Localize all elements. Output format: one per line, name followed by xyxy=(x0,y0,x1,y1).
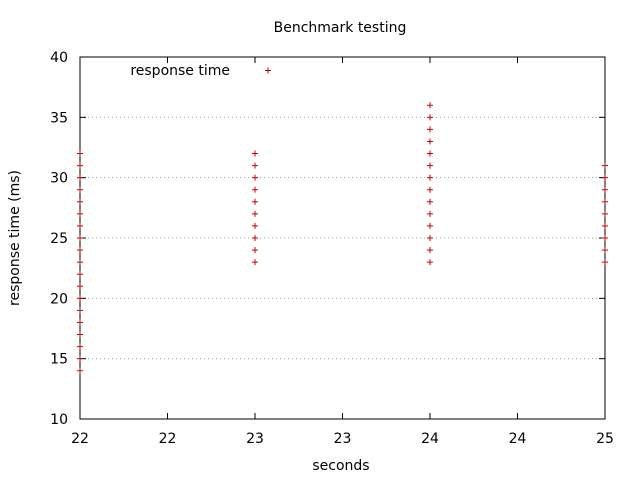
data-point xyxy=(427,247,433,254)
x-tick-label: 25 xyxy=(596,431,614,447)
data-point xyxy=(77,150,83,157)
data-point xyxy=(252,186,258,193)
grid-lines xyxy=(80,116,605,360)
y-axis-title: response time (ms) xyxy=(7,170,23,306)
data-point xyxy=(77,198,83,205)
data-point xyxy=(427,174,433,181)
tick-labels: 10 15 20 25 30 35 40 22 22 23 23 24 24 25 xyxy=(50,50,614,447)
data-point xyxy=(77,247,83,254)
data-point xyxy=(602,186,608,193)
data-point xyxy=(252,222,258,229)
data-point xyxy=(252,210,258,217)
data-point xyxy=(252,198,258,205)
data-point xyxy=(427,198,433,205)
data-point xyxy=(427,114,433,121)
data-point xyxy=(427,138,433,145)
data-point xyxy=(427,102,433,109)
data-point xyxy=(77,343,83,350)
axis-ticks xyxy=(79,56,606,420)
data-point xyxy=(77,319,83,326)
plot-frame xyxy=(79,56,606,420)
data-point xyxy=(427,235,433,241)
x-axis-title: seconds xyxy=(312,458,369,474)
data-point xyxy=(602,210,608,217)
data-point xyxy=(252,162,258,169)
y-tick-label: 30 xyxy=(50,171,68,187)
x-tick-label: 23 xyxy=(334,431,352,447)
data-point xyxy=(77,186,83,193)
data-points xyxy=(77,102,608,374)
legend-marker-symbol xyxy=(265,67,271,74)
data-point xyxy=(252,247,258,254)
data-point xyxy=(427,210,433,217)
data-point xyxy=(77,222,83,229)
data-point xyxy=(602,162,608,169)
data-point xyxy=(252,174,258,181)
data-point xyxy=(77,162,83,169)
y-tick-label: 15 xyxy=(50,352,68,368)
data-point xyxy=(602,259,608,266)
x-tick-label: 23 xyxy=(246,431,264,447)
data-point xyxy=(427,150,433,157)
x-tick-label: 22 xyxy=(71,431,89,447)
data-point xyxy=(602,198,608,205)
data-point xyxy=(427,259,433,266)
data-point xyxy=(77,367,83,374)
legend-label-response-time: response time xyxy=(130,63,230,79)
data-point xyxy=(77,295,83,302)
data-point xyxy=(77,210,83,217)
x-tick-label: 24 xyxy=(421,431,439,447)
y-tick-label: 20 xyxy=(50,291,68,307)
data-point xyxy=(252,259,258,266)
x-tick-label: 22 xyxy=(159,431,177,447)
data-point xyxy=(602,222,608,229)
data-point xyxy=(77,307,83,314)
legend-marker xyxy=(265,67,271,74)
data-point xyxy=(602,235,608,241)
data-point xyxy=(77,283,83,290)
y-tick-label: 35 xyxy=(50,110,68,126)
y-tick-label: 40 xyxy=(50,50,68,66)
data-point xyxy=(427,162,433,169)
y-tick-label: 10 xyxy=(50,412,68,428)
data-point xyxy=(77,331,83,338)
legend: response time xyxy=(130,63,271,79)
data-point xyxy=(427,186,433,193)
chart-title: Benchmark testing xyxy=(274,20,407,36)
y-tick-label: 25 xyxy=(50,231,68,247)
data-point xyxy=(252,150,258,157)
data-point xyxy=(77,235,83,241)
data-point xyxy=(427,126,433,133)
data-point xyxy=(252,235,258,241)
data-point xyxy=(602,247,608,254)
data-point xyxy=(77,271,83,278)
data-point xyxy=(602,174,608,181)
data-point xyxy=(77,174,83,181)
data-point xyxy=(77,259,83,266)
data-point xyxy=(427,222,433,229)
x-tick-label: 24 xyxy=(509,431,527,447)
data-point xyxy=(77,355,83,362)
